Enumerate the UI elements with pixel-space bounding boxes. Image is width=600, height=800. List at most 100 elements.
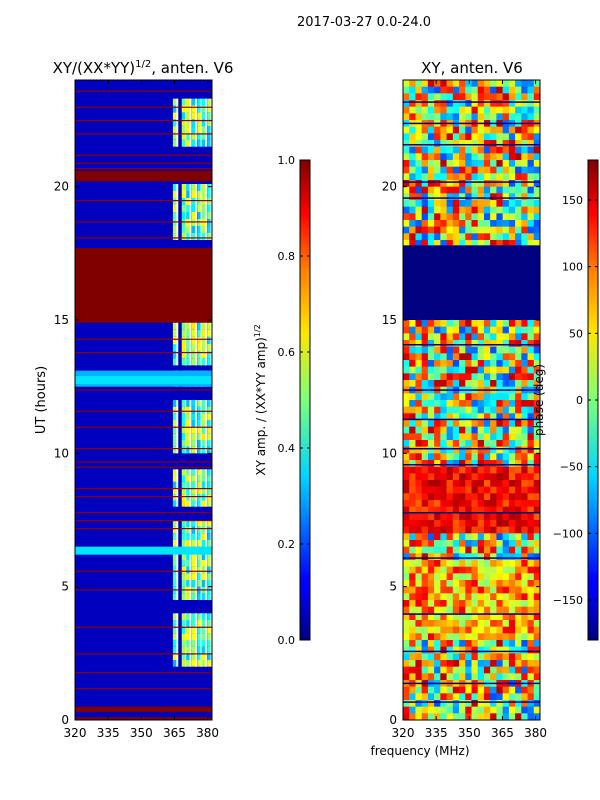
phase-cell bbox=[459, 560, 466, 567]
phase-cell bbox=[459, 133, 466, 141]
phase-cell bbox=[421, 446, 429, 454]
amplitude-channel-cell bbox=[197, 184, 203, 191]
amplitude-channel-cell bbox=[186, 344, 192, 352]
phase-cell bbox=[490, 673, 497, 681]
phase-cell bbox=[409, 480, 416, 487]
phase-cell bbox=[446, 566, 454, 574]
phase-cell bbox=[490, 353, 497, 361]
amplitude-channel-cell bbox=[207, 329, 213, 337]
phase-cell bbox=[459, 633, 466, 641]
phase-cell bbox=[508, 186, 516, 194]
phase-cell bbox=[515, 86, 522, 94]
phase-cell bbox=[496, 573, 503, 581]
phase-cell bbox=[515, 140, 522, 147]
phase-cell bbox=[502, 460, 510, 467]
amplitude-channel-cell bbox=[207, 553, 213, 560]
phase-cell bbox=[527, 433, 535, 441]
phase-cell bbox=[427, 500, 435, 507]
phase-cell bbox=[508, 320, 516, 327]
phase-cell bbox=[515, 546, 522, 554]
amplitude-channel-cell bbox=[191, 358, 197, 366]
phase-cell bbox=[427, 393, 435, 401]
phase-cell bbox=[477, 353, 485, 361]
amplitude-channel-cell bbox=[181, 205, 188, 212]
phase-cell bbox=[434, 580, 441, 587]
phase-cell bbox=[465, 633, 472, 641]
phase-cell bbox=[446, 353, 454, 361]
phase-cell bbox=[496, 606, 503, 614]
phase-cell bbox=[471, 213, 479, 221]
phase-cell bbox=[527, 653, 535, 661]
phase-cell bbox=[465, 613, 472, 621]
phase-cell bbox=[465, 666, 472, 674]
amplitude-channel-cell bbox=[197, 413, 203, 420]
phase-cell bbox=[427, 480, 435, 487]
phase-cell bbox=[434, 493, 441, 501]
phase-cell bbox=[421, 686, 429, 694]
phase-cell bbox=[515, 186, 522, 194]
amplitude-channel-line bbox=[204, 184, 207, 240]
phase-cell bbox=[527, 706, 535, 714]
amplitude-channel-cell bbox=[197, 132, 203, 140]
phase-cell bbox=[527, 406, 535, 414]
amplitude-channel-cell bbox=[172, 126, 179, 133]
phase-cell bbox=[471, 700, 479, 707]
phase-cell bbox=[477, 146, 485, 154]
phase-cell bbox=[527, 126, 535, 134]
amplitude-colorbar: 0.00.20.40.60.81.0 XY amp. / (XX*YY amp)… bbox=[253, 154, 311, 647]
phase-cell bbox=[403, 440, 410, 447]
phase-cell bbox=[483, 466, 491, 474]
phase-cell bbox=[452, 706, 460, 714]
phase-cell bbox=[421, 460, 429, 467]
phase-cell bbox=[427, 400, 435, 407]
phase-cell bbox=[527, 473, 535, 481]
phase-cell bbox=[527, 446, 535, 454]
phase-cell bbox=[527, 633, 535, 641]
phase-cell bbox=[477, 233, 485, 241]
phase-cell bbox=[521, 213, 528, 221]
phase-cell bbox=[421, 166, 429, 174]
amplitude-channel-cell bbox=[172, 139, 179, 147]
phase-cell bbox=[452, 380, 460, 387]
amplitude-channel-cell bbox=[207, 500, 213, 507]
phase-cell bbox=[490, 600, 497, 607]
phase-cell bbox=[459, 473, 466, 481]
phase-cell bbox=[421, 320, 429, 327]
phase-cell bbox=[490, 426, 497, 434]
phase-cell bbox=[490, 626, 497, 634]
phase-cell bbox=[471, 473, 479, 481]
amplitude-flag-line bbox=[75, 168, 212, 170]
phase-cell bbox=[434, 526, 441, 534]
phase-cell bbox=[403, 100, 410, 107]
phase-cell bbox=[440, 333, 447, 341]
phase-cell bbox=[446, 633, 454, 641]
phase-cell bbox=[415, 546, 422, 554]
phase-cell bbox=[459, 126, 466, 134]
amplitude-channel-line bbox=[189, 613, 192, 667]
phase-cell bbox=[527, 613, 535, 621]
phase-cell bbox=[427, 580, 435, 587]
phase-cell bbox=[521, 440, 528, 447]
phase-cell bbox=[403, 526, 410, 534]
phase-cell bbox=[446, 433, 454, 441]
phase-cell bbox=[508, 353, 516, 361]
amplitude-channel-cell bbox=[186, 105, 192, 113]
amplitude-flag-line bbox=[75, 338, 212, 340]
phase-cell bbox=[515, 146, 522, 154]
phase-cell bbox=[502, 406, 510, 414]
phase-cell bbox=[515, 233, 522, 241]
phase-cell bbox=[502, 506, 510, 514]
phase-cell bbox=[508, 593, 516, 601]
phase-cell bbox=[403, 673, 410, 681]
phase-cell bbox=[508, 580, 516, 587]
phase-cell bbox=[527, 153, 535, 161]
amplitude-channel-cell bbox=[181, 329, 188, 337]
amplitude-channel-cell bbox=[197, 322, 203, 330]
amplitude-channel-cell bbox=[197, 520, 203, 527]
amplitude-channel-cell bbox=[181, 613, 188, 620]
phase-cell bbox=[465, 393, 472, 401]
phase-cell bbox=[533, 686, 541, 694]
amplitude-channel-line bbox=[194, 613, 197, 667]
amplitude-channel-cell bbox=[201, 132, 207, 140]
